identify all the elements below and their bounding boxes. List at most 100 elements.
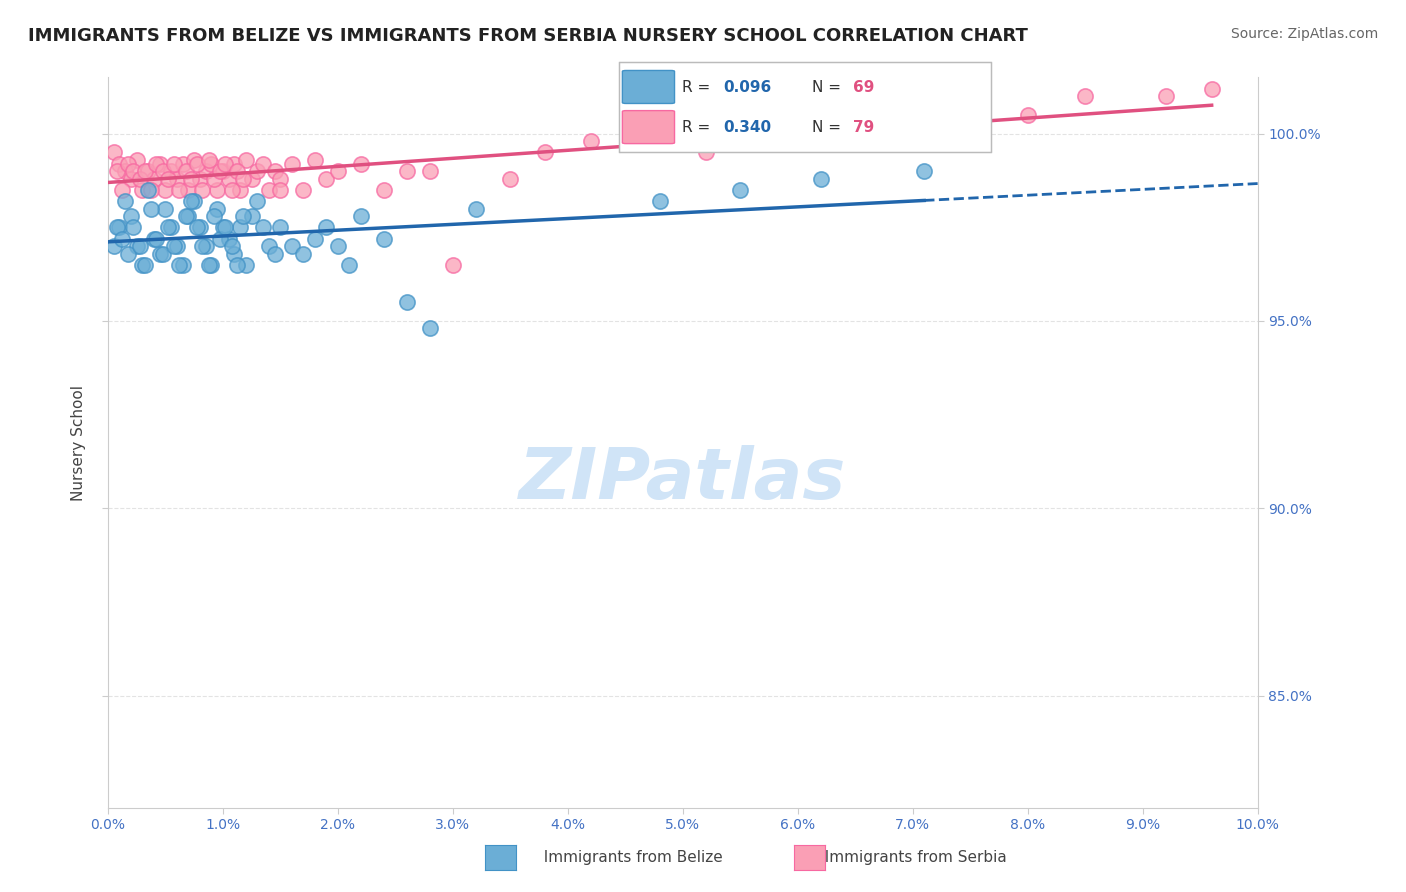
- Immigrants from Serbia: [188, 171, 211, 186]
- Immigrants from Belize: [202, 209, 225, 223]
- Immigrants from Serbia: [205, 183, 228, 197]
- Immigrants from Serbia: [180, 171, 202, 186]
- Immigrants from Serbia: [160, 164, 183, 178]
- Text: IMMIGRANTS FROM BELIZE VS IMMIGRANTS FROM SERBIA NURSERY SCHOOL CORRELATION CHAR: IMMIGRANTS FROM BELIZE VS IMMIGRANTS FRO…: [28, 27, 1028, 45]
- Immigrants from Serbia: [194, 164, 217, 178]
- Immigrants from Belize: [304, 231, 326, 245]
- Immigrants from Serbia: [252, 156, 274, 170]
- Immigrants from Serbia: [959, 96, 981, 111]
- Immigrants from Belize: [160, 220, 183, 235]
- FancyBboxPatch shape: [623, 111, 675, 144]
- Immigrants from Serbia: [142, 171, 165, 186]
- Immigrants from Serbia: [763, 134, 786, 148]
- Immigrants from Serbia: [579, 134, 602, 148]
- Immigrants from Belize: [326, 239, 349, 253]
- Immigrants from Belize: [155, 202, 177, 216]
- Immigrants from Belize: [263, 246, 285, 260]
- Immigrants from Belize: [156, 220, 179, 235]
- Immigrants from Serbia: [202, 171, 225, 186]
- Immigrants from Serbia: [672, 127, 695, 141]
- Text: N =: N =: [813, 80, 846, 95]
- Immigrants from Serbia: [232, 171, 254, 186]
- Immigrants from Belize: [167, 258, 190, 272]
- Immigrants from Serbia: [134, 164, 156, 178]
- Text: R =: R =: [682, 80, 716, 95]
- Immigrants from Belize: [134, 258, 156, 272]
- Immigrants from Belize: [131, 258, 153, 272]
- Immigrants from Serbia: [155, 183, 177, 197]
- Immigrants from Serbia: [183, 153, 205, 167]
- Immigrants from Serbia: [209, 164, 232, 178]
- Immigrants from Serbia: [177, 183, 200, 197]
- Immigrants from Serbia: [419, 164, 441, 178]
- Immigrants from Serbia: [281, 156, 304, 170]
- Immigrants from Belize: [395, 295, 418, 310]
- Immigrants from Belize: [373, 231, 395, 245]
- Immigrants from Serbia: [105, 164, 128, 178]
- Immigrants from Serbia: [240, 171, 263, 186]
- Text: Source: ZipAtlas.com: Source: ZipAtlas.com: [1230, 27, 1378, 41]
- Text: 0.340: 0.340: [723, 120, 770, 135]
- Immigrants from Serbia: [304, 153, 326, 167]
- Immigrants from Belize: [240, 209, 263, 223]
- Immigrants from Belize: [198, 258, 221, 272]
- Immigrants from Belize: [110, 231, 132, 245]
- Immigrants from Serbia: [198, 153, 221, 167]
- Immigrants from Serbia: [225, 164, 247, 178]
- Immigrants from Belize: [163, 239, 186, 253]
- Immigrants from Serbia: [879, 108, 901, 122]
- Immigrants from Serbia: [211, 164, 233, 178]
- Immigrants from Serbia: [125, 153, 148, 167]
- Immigrants from Belize: [125, 239, 148, 253]
- Immigrants from Serbia: [292, 183, 315, 197]
- Immigrants from Belize: [186, 220, 208, 235]
- Text: ZIPatlas: ZIPatlas: [519, 445, 846, 514]
- Immigrants from Belize: [229, 220, 252, 235]
- Immigrants from Belize: [183, 194, 205, 208]
- Immigrants from Belize: [148, 246, 170, 260]
- Text: R =: R =: [682, 120, 716, 135]
- Immigrants from Belize: [200, 258, 222, 272]
- Text: 69: 69: [853, 80, 875, 95]
- Immigrants from Serbia: [136, 164, 159, 178]
- Immigrants from Belize: [180, 194, 202, 208]
- Immigrants from Serbia: [1201, 81, 1223, 95]
- Immigrants from Belize: [464, 202, 486, 216]
- Immigrants from Serbia: [1074, 89, 1097, 103]
- Immigrants from Belize: [177, 209, 200, 223]
- Immigrants from Serbia: [326, 164, 349, 178]
- Immigrants from Belize: [648, 194, 671, 208]
- Immigrants from Belize: [152, 246, 174, 260]
- Immigrants from Belize: [209, 231, 232, 245]
- Immigrants from Belize: [257, 239, 280, 253]
- Immigrants from Serbia: [901, 134, 924, 148]
- Immigrants from Belize: [728, 183, 751, 197]
- Immigrants from Serbia: [114, 164, 136, 178]
- Immigrants from Belize: [211, 220, 233, 235]
- Immigrants from Serbia: [191, 183, 214, 197]
- Immigrants from Serbia: [152, 164, 174, 178]
- Y-axis label: Nursery School: Nursery School: [72, 384, 86, 500]
- Immigrants from Belize: [419, 321, 441, 335]
- Text: N =: N =: [813, 120, 846, 135]
- Immigrants from Belize: [810, 171, 832, 186]
- Immigrants from Serbia: [167, 183, 190, 197]
- Immigrants from Belize: [141, 202, 163, 216]
- Immigrants from Serbia: [373, 183, 395, 197]
- Immigrants from Belize: [214, 220, 236, 235]
- Immigrants from Belize: [122, 220, 145, 235]
- Immigrants from Serbia: [129, 171, 152, 186]
- Immigrants from Serbia: [844, 119, 866, 133]
- Immigrants from Serbia: [174, 164, 197, 178]
- Immigrants from Serbia: [441, 258, 464, 272]
- Immigrants from Serbia: [224, 156, 246, 170]
- Immigrants from Serbia: [533, 145, 555, 160]
- Immigrants from Belize: [350, 209, 373, 223]
- Immigrants from Belize: [912, 164, 935, 178]
- Immigrants from Serbia: [395, 164, 418, 178]
- Immigrants from Serbia: [163, 156, 186, 170]
- Text: Immigrants from Serbia: Immigrants from Serbia: [815, 850, 1007, 865]
- Immigrants from Belize: [172, 258, 194, 272]
- Immigrants from Belize: [117, 246, 139, 260]
- Immigrants from Serbia: [117, 156, 139, 170]
